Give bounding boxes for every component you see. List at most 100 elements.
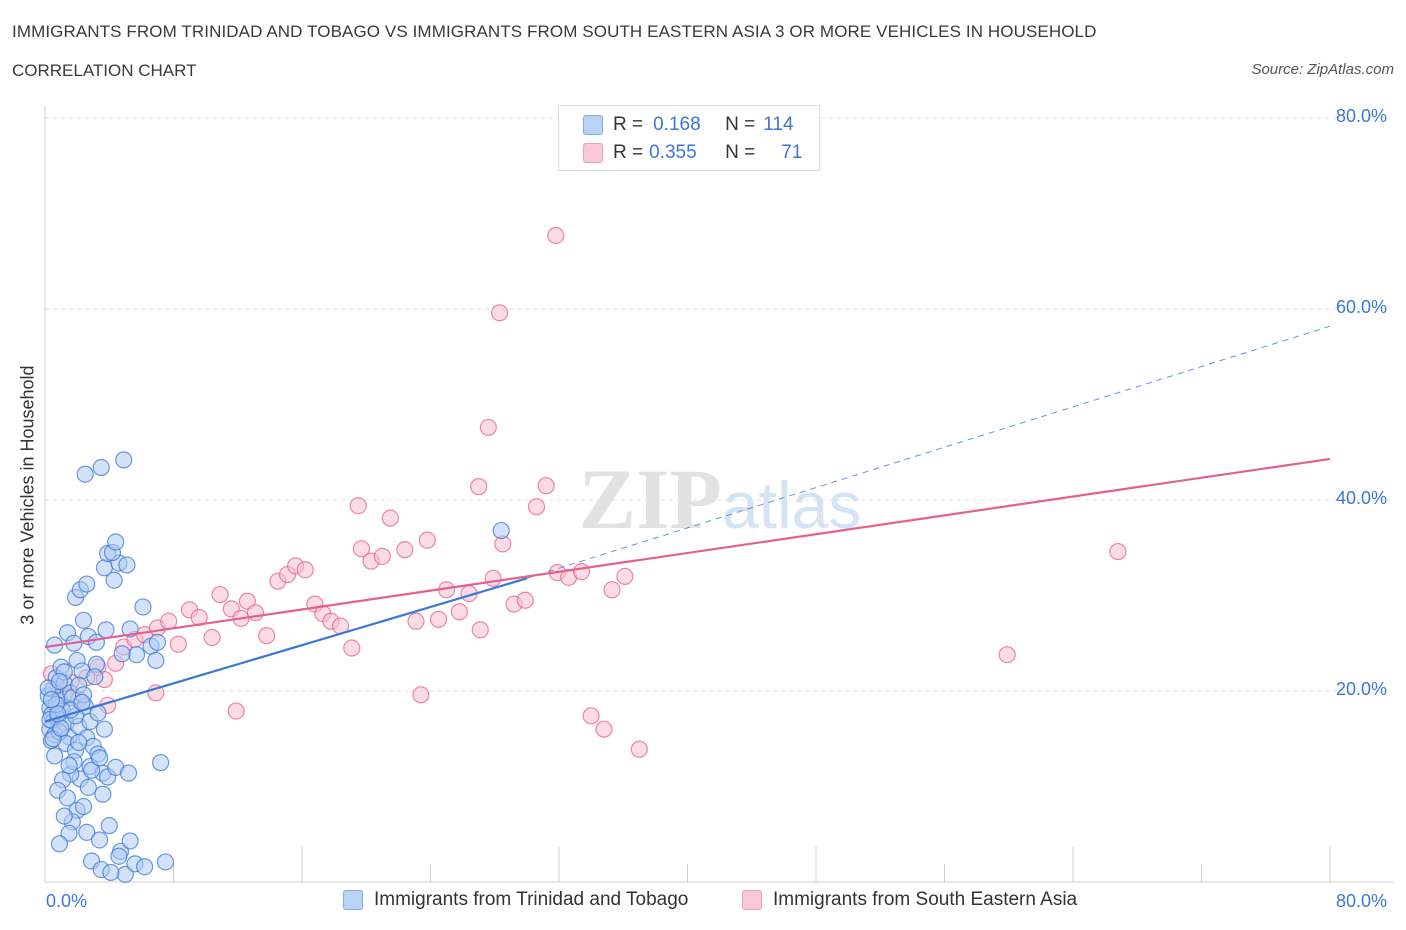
pink-point-68 — [998, 646, 1016, 664]
bottom-legend-item-1[interactable]: Immigrants from Trinidad and Tobago — [343, 889, 688, 911]
blue-point-100 — [110, 847, 128, 865]
blue-point-113 — [95, 720, 114, 738]
legend-r-label: R = — [613, 114, 644, 135]
pink-point-63 — [490, 304, 509, 322]
pink-point-40 — [418, 531, 436, 549]
blue-point-66 — [134, 598, 152, 616]
legend-swatch-pink — [583, 143, 603, 163]
pink-point-49 — [516, 591, 534, 609]
pink-point-61 — [470, 478, 488, 496]
pink-point-46 — [484, 569, 502, 587]
pink-point-54 — [572, 563, 591, 581]
pink-point-43 — [450, 603, 469, 621]
blue-point-106 — [91, 749, 109, 767]
blue-point-72 — [147, 651, 165, 670]
bottom-legend-item-2[interactable]: Immigrants from South Eastern Asia — [742, 889, 1077, 911]
pink-series-points — [42, 226, 1127, 758]
pink-point-39 — [407, 612, 425, 630]
zipatlas-watermark: ZIPatlas — [579, 451, 862, 547]
blue-point-102 — [156, 853, 175, 871]
blue-point-104 — [52, 719, 70, 737]
legend-r-value-pink: 0.355 — [649, 142, 697, 163]
pink-point-23 — [246, 604, 265, 622]
y-tick-label-1: 40.0% — [1336, 488, 1388, 508]
legend-r-label-2: R = — [613, 142, 644, 163]
chart-subtitle: CORRELATION CHART — [12, 61, 197, 80]
blue-point-60 — [105, 571, 123, 589]
chart-title: IMMIGRANTS FROM TRINIDAD AND TOBAGO VS I… — [12, 22, 1097, 41]
pink-point-51 — [537, 477, 555, 495]
y-tick-label-0: 20.0% — [1336, 679, 1388, 699]
x-tick-label-max: 80.0% — [1336, 891, 1388, 911]
pink-point-69 — [1109, 542, 1127, 561]
pink-point-33 — [343, 639, 361, 657]
pink-point-18 — [203, 628, 221, 647]
y-axis-label: 3 or more Vehicles in Household — [17, 365, 38, 625]
bottom-legend-label-2: Immigrants from South Eastern Asia — [773, 889, 1078, 910]
pink-point-65 — [412, 686, 430, 704]
blue-point-105 — [70, 733, 88, 752]
blue-point-109 — [79, 778, 97, 797]
blue-point-95 — [94, 785, 112, 803]
legend-n-value-blue: 114 — [763, 114, 794, 135]
blue-point-96 — [74, 797, 93, 816]
blue-point-51 — [102, 863, 120, 882]
blue-point-73 — [76, 465, 94, 483]
watermark-atlas: atlas — [722, 468, 861, 542]
blue-point-76 — [492, 521, 510, 540]
blue-point-71 — [148, 633, 167, 651]
blue-point-103 — [42, 690, 61, 709]
correlation-legend: R = 0.168 N = 114 R = 0.355 N = 71 — [558, 105, 820, 171]
pink-point-19 — [211, 585, 229, 604]
blue-point-69 — [127, 646, 146, 664]
blue-point-92 — [46, 747, 64, 765]
blue-point-64 — [118, 556, 136, 574]
y-tick-label-2: 60.0% — [1336, 297, 1388, 317]
blue-point-88 — [50, 672, 69, 691]
pink-point-38 — [396, 541, 414, 559]
pink-point-67 — [227, 702, 245, 720]
blue-point-78 — [113, 645, 131, 663]
blue-point-44 — [50, 835, 69, 853]
blue-point-39 — [58, 789, 77, 807]
blue-point-65 — [107, 533, 125, 551]
blue-series-points — [39, 451, 510, 883]
bottom-legend-swatch-blue — [343, 890, 363, 910]
blue-point-110 — [60, 756, 78, 775]
x-tick-label-min: 0.0% — [46, 891, 88, 911]
blue-point-52 — [74, 611, 93, 629]
blue-trend-line — [44, 577, 528, 723]
bottom-legend-label-1: Immigrants from Trinidad and Tobago — [374, 889, 689, 910]
pink-point-15 — [169, 635, 187, 653]
blue-point-98 — [100, 817, 118, 835]
blue-point-108 — [119, 764, 138, 782]
pink-point-55 — [582, 707, 600, 725]
blue-point-45 — [91, 831, 109, 849]
blue-point-43 — [78, 823, 96, 841]
bottom-legend-swatch-pink — [742, 890, 762, 910]
blue-point-101 — [135, 858, 154, 876]
pink-point-64 — [547, 226, 565, 245]
legend-n-label-2: N = — [725, 142, 756, 163]
blue-point-77 — [152, 754, 170, 772]
pink-point-28 — [296, 561, 314, 579]
pink-point-50 — [527, 498, 546, 516]
pink-point-56 — [595, 720, 613, 738]
pink-point-58 — [616, 567, 634, 586]
blue-point-94 — [82, 761, 101, 779]
blue-trend-extension — [526, 325, 1331, 579]
legend-swatch-blue — [583, 115, 603, 135]
axes — [44, 106, 1394, 883]
legend-n-label: N = — [725, 114, 756, 135]
legend-n-value-pink: 71 — [781, 142, 803, 163]
watermark-zip: ZIP — [579, 451, 722, 547]
pink-point-24 — [258, 627, 276, 645]
source-label: Source: ZipAtlas.com — [1251, 61, 1394, 78]
pink-trend-line — [44, 457, 1331, 649]
legend-r-value-blue: 0.168 — [653, 114, 701, 135]
pink-point-62 — [479, 418, 497, 437]
pink-point-41 — [429, 610, 448, 628]
pink-point-60 — [349, 497, 367, 515]
blue-point-58 — [78, 575, 96, 593]
